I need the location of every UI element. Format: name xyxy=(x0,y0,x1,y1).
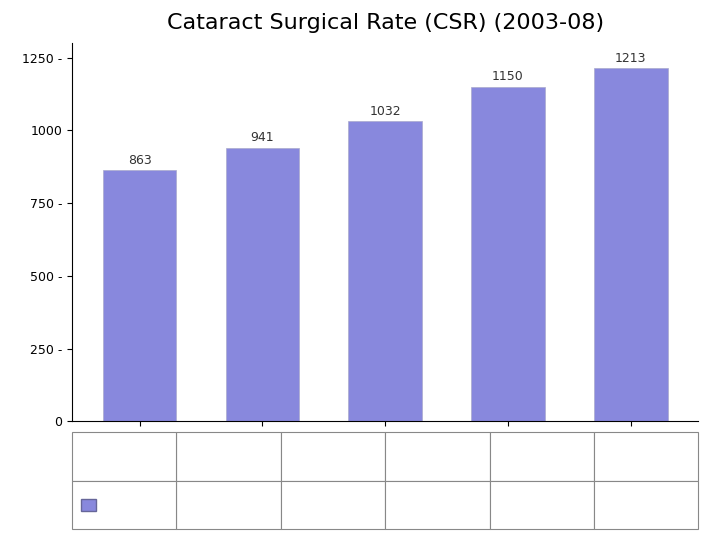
Text: 1032: 1032 xyxy=(369,105,401,118)
Text: 863: 863 xyxy=(127,154,151,167)
Bar xyxy=(594,69,667,421)
Bar xyxy=(471,87,545,421)
Text: CSR: CSR xyxy=(117,500,142,510)
Text: 2006-07: 2006-07 xyxy=(518,451,565,461)
Text: 941: 941 xyxy=(323,500,343,510)
Text: 2004-05: 2004-05 xyxy=(310,451,356,461)
Bar xyxy=(225,147,300,421)
Text: 863: 863 xyxy=(218,500,239,510)
Text: 2007-08: 2007-08 xyxy=(623,451,670,461)
Text: 2005-06: 2005-06 xyxy=(414,451,461,461)
Bar xyxy=(103,170,176,421)
Text: 941: 941 xyxy=(251,131,274,144)
Text: 1150: 1150 xyxy=(528,500,556,510)
Text: 1032: 1032 xyxy=(423,500,451,510)
Text: 1213: 1213 xyxy=(632,500,660,510)
Bar xyxy=(348,121,422,421)
Text: 1213: 1213 xyxy=(615,52,647,65)
Text: 2003-04: 2003-04 xyxy=(205,451,252,461)
Text: 1150: 1150 xyxy=(492,70,524,83)
Title: Cataract Surgical Rate (CSR) (2003-08): Cataract Surgical Rate (CSR) (2003-08) xyxy=(166,14,604,33)
